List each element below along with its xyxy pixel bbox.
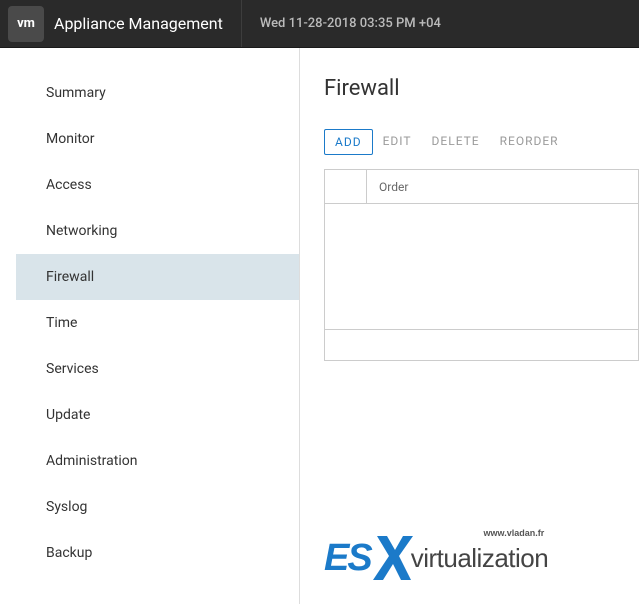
table-body-empty [325,204,638,330]
sidebar-item-time[interactable]: Time [16,300,299,346]
app-header: vm Appliance Management Wed 11-28-2018 0… [0,0,639,48]
sidebar-item-backup[interactable]: Backup [16,530,299,576]
watermark-es: ES [324,537,371,580]
sidebar-item-monitor[interactable]: Monitor [16,116,299,162]
content-area: Firewall ADD EDIT DELETE REORDER Order E… [300,48,639,604]
sidebar-item-update[interactable]: Update [16,392,299,438]
datetime-text: Wed 11-28-2018 03:35 PM +04 [260,16,441,31]
page-title: Firewall [324,76,639,101]
add-button[interactable]: ADD [324,129,373,155]
sidebar-item-access[interactable]: Access [16,162,299,208]
table-footer [325,330,638,360]
table-header-checkbox-col[interactable] [325,170,367,203]
watermark-logo: ES virtualization www.vladan.fr [324,532,548,584]
watermark-x-icon [367,532,415,584]
firewall-table: Order [324,169,639,361]
table-header-row: Order [325,170,638,204]
app-title: Appliance Management [54,14,223,33]
sidebar-item-administration[interactable]: Administration [16,438,299,484]
edit-button: EDIT [373,129,422,155]
logo-text: vm [17,16,35,31]
toolbar: ADD EDIT DELETE REORDER [324,129,639,155]
watermark-virtualization: virtualization [411,543,549,574]
sidebar-item-syslog[interactable]: Syslog [16,484,299,530]
datetime-section: Wed 11-28-2018 03:35 PM +04 [241,0,459,47]
watermark-url: www.vladan.fr [484,528,545,538]
sidebar-item-firewall[interactable]: Firewall [16,254,299,300]
vm-logo: vm [8,6,44,42]
reorder-button: REORDER [490,129,569,155]
main-layout: Summary Monitor Access Networking Firewa… [0,48,639,604]
sidebar-item-services[interactable]: Services [16,346,299,392]
sidebar-item-summary[interactable]: Summary [16,70,299,116]
delete-button: DELETE [422,129,490,155]
sidebar-item-networking[interactable]: Networking [16,208,299,254]
sidebar-nav: Summary Monitor Access Networking Firewa… [0,48,300,604]
table-header-order[interactable]: Order [367,180,408,194]
